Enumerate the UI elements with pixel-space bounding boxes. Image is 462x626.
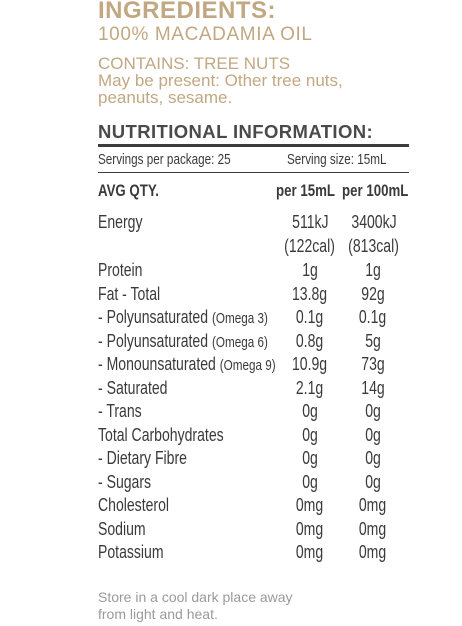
serving-size: Serving size: 15mL	[287, 151, 387, 168]
nutrient-row: Sodium 0mg 0mg	[0, 519, 462, 543]
energy-row: Energy 511kJ 3400kJ (122cal) (813cal)	[0, 212, 462, 256]
nutrient-per-100ml: 0g	[365, 448, 381, 468]
nutrient-row: Fat - Total 13.8g 92g	[0, 284, 462, 308]
nutrient-per-15ml: 13.8g	[292, 283, 328, 304]
nutrient-label: Potassium	[98, 542, 164, 563]
header-avg-qty: AVG QTY.	[98, 181, 159, 200]
nutrient-label: - Monounsaturated (Omega 9)	[98, 354, 276, 375]
nutrient-row: - Trans 0g 0g	[0, 401, 462, 425]
energy-cal-per-15ml: (122cal)	[284, 236, 336, 256]
nutrient-row: Potassium 0mg 0mg	[0, 542, 462, 566]
nutrient-label: - Sugars	[98, 472, 151, 493]
nutrient-per-100ml: 0.1g	[359, 307, 387, 327]
nutrient-name: Total Carbohydrates	[98, 424, 224, 445]
nutrient-label: Sodium	[98, 519, 146, 540]
header-per-100ml: per 100mL	[342, 181, 409, 200]
nutrient-per-100ml: 1g	[365, 260, 381, 280]
energy-per-15ml: 511kJ	[291, 212, 329, 232]
nutrient-label: - Polyunsaturated (Omega 3)	[98, 307, 268, 328]
energy-per-100ml: 3400kJ	[351, 212, 397, 232]
nutrient-name: - Polyunsaturated	[98, 307, 212, 327]
ingredients-heading: INGREDIENTS:	[98, 0, 277, 24]
storage-line2: from light and heat.	[98, 606, 218, 622]
nutrient-note: (Omega 6)	[211, 333, 268, 351]
nutrient-per-100ml: 0g	[365, 424, 381, 445]
nutrient-row: - Sugars 0g 0g	[0, 472, 462, 496]
servings-per-package: Servings per package: 25	[98, 151, 231, 168]
nutrient-per-15ml: 0g	[302, 471, 318, 492]
nutrient-label: Cholesterol	[98, 495, 169, 516]
nutrient-per-100ml: 0mg	[359, 518, 387, 539]
nutrient-row: - Saturated 2.1g 14g	[0, 378, 462, 402]
nutrient-per-15ml: 2.1g	[296, 377, 324, 398]
nutrient-name: Fat - Total	[98, 283, 161, 304]
nutrient-per-15ml: 0.1g	[296, 307, 324, 327]
nutrient-per-100ml: 92g	[361, 283, 385, 304]
nutrient-per-100ml: 0mg	[359, 495, 387, 515]
nutrient-per-15ml: 0g	[302, 448, 318, 468]
nutrition-title: NUTRITIONAL INFORMATION:	[98, 121, 374, 142]
nutrient-name: Potassium	[98, 542, 164, 562]
allergen-may-contain-line1: May be present: Other tree nuts,	[98, 71, 343, 90]
nutrient-name: Sodium	[98, 518, 146, 539]
nutrient-note: (Omega 3)	[211, 310, 268, 327]
nutrient-name: - Trans	[98, 401, 142, 421]
nutrient-per-15ml: 0mg	[296, 518, 324, 539]
storage-instructions: Store in a cool dark place away from lig…	[98, 589, 398, 623]
nutrient-label: - Trans	[98, 401, 142, 422]
nutrient-row: - Polyunsaturated (Omega 6) 0.8g 5g	[0, 331, 462, 355]
header-per-15ml: per 15mL	[276, 181, 335, 200]
nutrient-label: - Dietary Fibre	[98, 448, 187, 469]
title-divider	[98, 144, 409, 147]
nutrient-label: Total Carbohydrates	[98, 425, 224, 446]
nutrient-per-15ml: 0g	[302, 401, 318, 421]
allergen-may-contain-line2: peanuts, sesame.	[98, 88, 233, 107]
nutrient-per-100ml: 0mg	[359, 542, 387, 562]
nutrient-label: Fat - Total	[98, 284, 160, 305]
allergen-contains: CONTAINS: TREE NUTS	[98, 54, 291, 73]
ingredients-item: 100% MACADAMIA OIL	[98, 24, 313, 45]
nutrient-row: - Dietary Fibre 0g 0g	[0, 448, 462, 472]
nutrient-note: (Omega 9)	[219, 357, 276, 374]
nutrient-name: - Saturated	[98, 377, 168, 398]
nutrient-row: Cholesterol 0mg 0mg	[0, 495, 462, 519]
nutrient-per-15ml: 0mg	[296, 495, 324, 515]
nutrient-label: Protein	[98, 260, 142, 281]
nutrient-name: - Sugars	[98, 471, 152, 492]
nutrient-row: Protein 1g 1g	[0, 260, 462, 284]
nutrient-name: Protein	[98, 260, 143, 280]
nutrient-per-100ml: 14g	[361, 377, 385, 398]
nutrient-per-100ml: 0g	[365, 401, 381, 421]
nutrient-name: Cholesterol	[98, 495, 170, 515]
nutrient-row: - Polyunsaturated (Omega 3) 0.1g 0.1g	[0, 307, 462, 331]
allergen-statement: CONTAINS: TREE NUTS May be present: Othe…	[98, 55, 418, 106]
nutrient-per-15ml: 1g	[302, 260, 318, 280]
nutrient-per-15ml: 10.9g	[292, 354, 328, 374]
nutrient-per-15ml: 0.8g	[296, 330, 324, 351]
energy-cal-per-100ml: (813cal)	[348, 236, 400, 256]
nutrient-label: - Polyunsaturated (Omega 6)	[98, 331, 268, 352]
nutrient-name: - Polyunsaturated	[98, 330, 212, 351]
storage-line1: Store in a cool dark place away	[98, 589, 293, 605]
serving-divider	[98, 172, 409, 173]
energy-label: Energy	[98, 212, 143, 232]
nutrient-per-15ml: 0g	[302, 424, 318, 445]
nutrient-row: Total Carbohydrates 0g 0g	[0, 425, 462, 449]
nutrient-per-100ml: 5g	[365, 330, 381, 351]
nutrient-row: - Monounsaturated (Omega 9) 10.9g 73g	[0, 354, 462, 378]
nutrient-name: - Dietary Fibre	[98, 448, 187, 468]
nutrient-per-15ml: 0mg	[296, 542, 324, 562]
nutrient-per-100ml: 0g	[365, 471, 381, 492]
nutrient-label: - Saturated	[98, 378, 167, 399]
nutrient-name: - Monounsaturated	[98, 354, 220, 374]
nutrient-per-100ml: 73g	[361, 354, 385, 374]
